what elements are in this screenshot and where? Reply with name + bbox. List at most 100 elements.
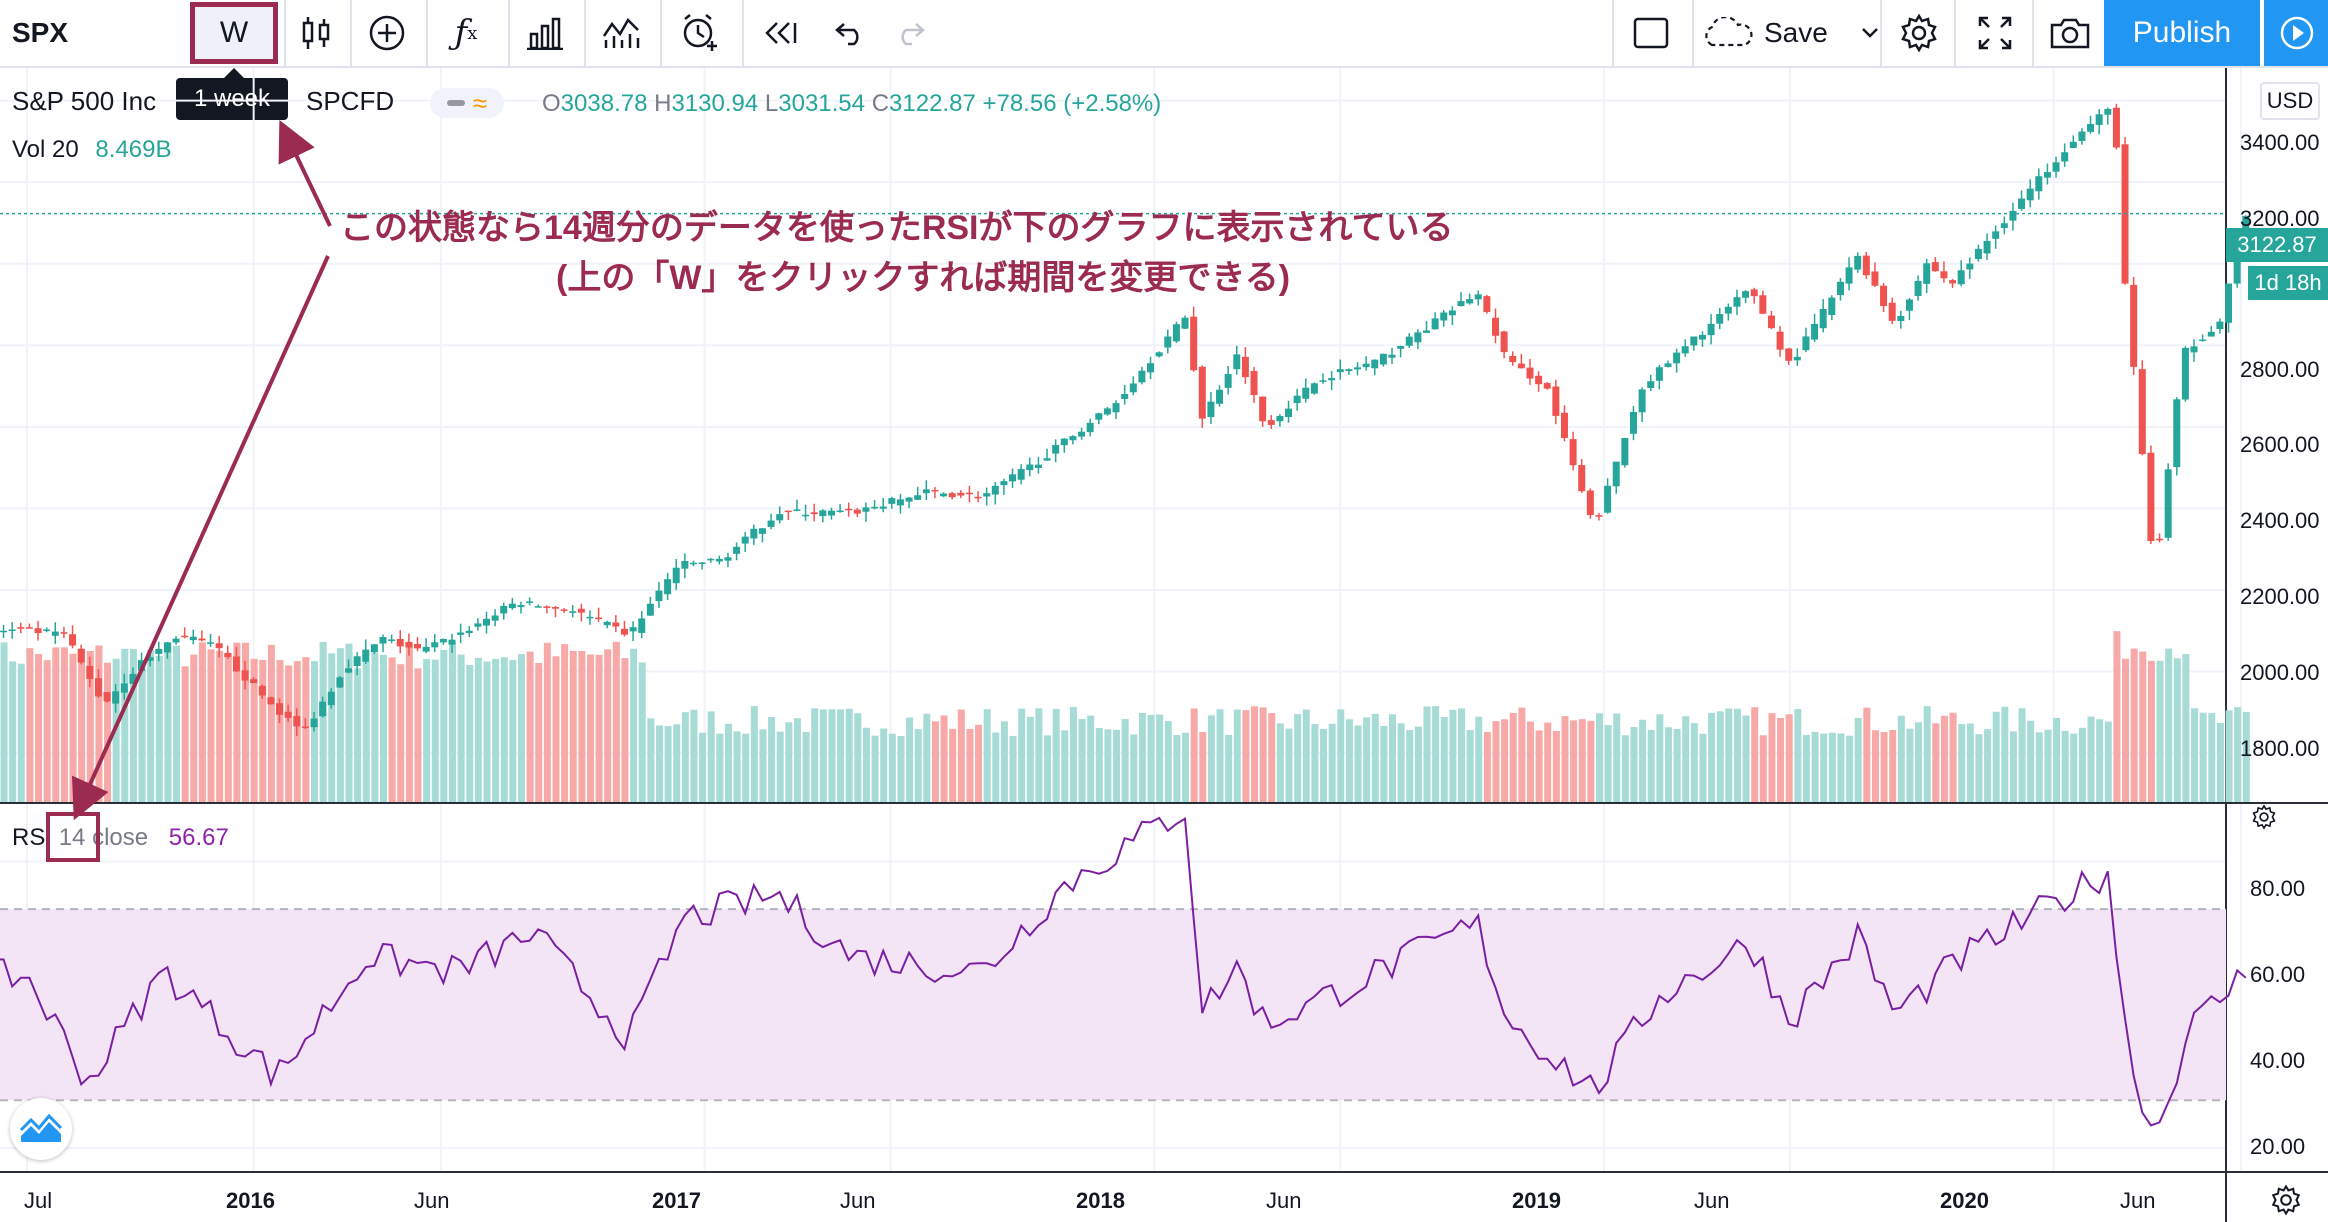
volume-bar <box>1475 716 1483 802</box>
interval-button[interactable]: W <box>190 2 278 64</box>
volume-bar <box>638 662 646 802</box>
candle-body <box>1664 363 1672 367</box>
candle-body <box>1034 464 1042 468</box>
candle-body <box>120 683 128 693</box>
volume-bar <box>914 729 922 802</box>
candle-body <box>1164 336 1172 348</box>
pane-settings-icon[interactable] <box>2234 802 2294 832</box>
volume-bar <box>1380 725 1388 802</box>
candle-body <box>86 665 94 679</box>
candle-body <box>284 711 292 718</box>
layout-icon[interactable] <box>1616 0 1686 66</box>
time-tick: 2017 <box>652 1188 701 1213</box>
volume-bar <box>2001 706 2009 802</box>
currency-button[interactable]: USD <box>2260 82 2320 120</box>
candle-body <box>2087 124 2095 132</box>
volume-bar <box>1285 728 1293 802</box>
volume-bar <box>1682 716 1690 802</box>
volume-bar <box>1320 728 1328 802</box>
volume-bar <box>1630 727 1638 802</box>
volume-bar <box>336 648 344 802</box>
candle-body <box>439 638 447 643</box>
candle-body <box>629 627 637 632</box>
volume-bar <box>1544 722 1552 802</box>
candle-body <box>1328 378 1336 381</box>
volume-bar <box>716 733 724 802</box>
candle-body <box>491 615 499 621</box>
volume-bar <box>647 718 655 802</box>
volume-bar <box>1570 720 1578 802</box>
candle-body <box>940 493 948 497</box>
volume-bar <box>1535 730 1543 802</box>
market-status-pill[interactable]: ≈ <box>430 88 504 118</box>
publish-menu-button[interactable] <box>2262 0 2328 66</box>
candle-body <box>1276 416 1284 422</box>
candle-body <box>1880 285 1888 307</box>
volume-bar <box>1561 716 1569 802</box>
volume-bar <box>345 643 353 802</box>
settings-icon[interactable] <box>1884 0 1954 66</box>
volume-bar <box>621 658 629 802</box>
volume-bar <box>259 659 267 802</box>
volume-bar <box>267 644 275 802</box>
screenshot-icon[interactable] <box>2036 0 2104 66</box>
volume-bar <box>302 657 310 802</box>
candle-body <box>1974 248 1982 259</box>
volume-bar <box>2199 712 2207 802</box>
fullscreen-icon[interactable] <box>1958 0 2032 66</box>
rsi-legend[interactable]: RSI 14 close 56.67 <box>12 824 229 852</box>
candle-body <box>922 489 930 494</box>
volume-bar <box>1820 733 1828 802</box>
alert-icon[interactable] <box>664 0 736 66</box>
volume-bar <box>1621 735 1629 802</box>
templates-icon[interactable] <box>588 0 654 66</box>
volume-bar <box>1509 712 1517 802</box>
financials-icon[interactable] <box>512 0 578 66</box>
candle-body <box>1845 267 1853 284</box>
candle-body <box>2069 141 2077 148</box>
volume-bar <box>2182 653 2190 802</box>
chart-canvas[interactable] <box>0 68 2328 1222</box>
volume-bar <box>1949 712 1957 802</box>
volume-bar <box>1889 729 1897 802</box>
volume-bar <box>1733 708 1741 802</box>
add-compare-icon[interactable] <box>354 0 420 66</box>
candle-body <box>862 507 870 512</box>
candle-body <box>1423 330 1431 333</box>
volume-legend[interactable]: Vol 20 8.469B <box>12 136 171 164</box>
symbol-title[interactable]: S&P 500 Inc <box>12 86 157 116</box>
volume-bar <box>483 661 491 802</box>
tradingview-logo-icon[interactable] <box>10 1098 72 1160</box>
interval-tooltip: 1 week <box>176 68 288 120</box>
candle-body <box>1147 363 1155 373</box>
candle-body <box>1379 353 1387 365</box>
rsi-length[interactable]: 14 <box>58 824 86 851</box>
candle-body <box>1647 381 1655 389</box>
candle-body <box>1612 461 1620 487</box>
volume-bar <box>2027 720 2035 802</box>
volume-bar <box>586 654 594 802</box>
candle-body <box>1371 359 1379 369</box>
close-label: C <box>871 90 890 117</box>
volume-bar <box>535 663 543 802</box>
candle-body <box>1310 383 1318 394</box>
candle-body <box>888 498 896 504</box>
save-button[interactable]: Save <box>1700 0 1880 66</box>
volume-bar <box>466 665 474 802</box>
volume-bar <box>1345 719 1353 802</box>
bar-style-icon[interactable] <box>288 0 344 66</box>
publish-button[interactable]: Publish <box>2104 0 2260 66</box>
volume-bar <box>1552 731 1560 802</box>
undo-icon[interactable] <box>820 0 880 66</box>
candle-body <box>336 677 344 688</box>
chart-settings-icon[interactable] <box>2264 1180 2308 1220</box>
volume-bar <box>69 653 77 802</box>
volume-bar <box>362 661 370 802</box>
redo-icon[interactable] <box>880 0 940 66</box>
volume-bar <box>655 725 663 802</box>
symbol-search-button[interactable]: SPX <box>12 17 69 48</box>
price-tick: 2400.00 <box>2240 508 2320 533</box>
replay-icon[interactable] <box>746 0 812 66</box>
volume-bar <box>517 654 525 802</box>
